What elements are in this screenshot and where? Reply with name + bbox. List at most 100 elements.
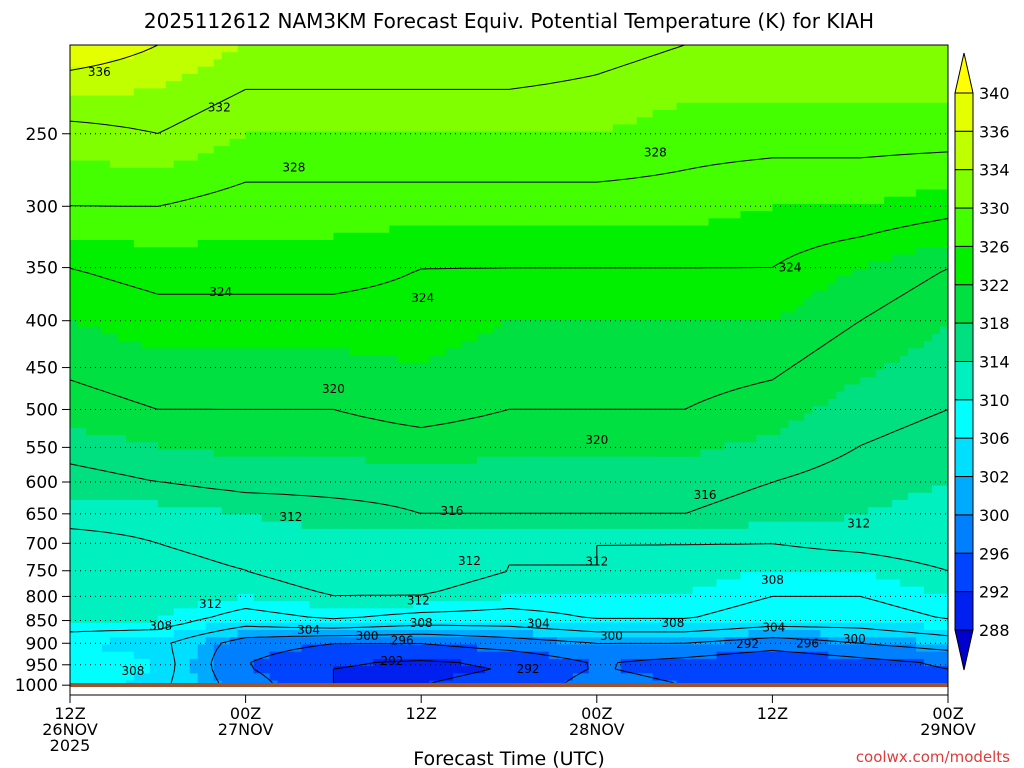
field-cell bbox=[101, 312, 111, 321]
field-cell bbox=[261, 131, 271, 140]
field-cell bbox=[237, 203, 247, 212]
field-cell bbox=[764, 261, 773, 270]
field-cell bbox=[373, 225, 382, 234]
field-cell bbox=[317, 218, 327, 227]
field-cell bbox=[604, 333, 614, 342]
field-cell bbox=[493, 268, 502, 277]
field-cell bbox=[636, 247, 646, 256]
field-cell bbox=[668, 232, 678, 241]
field-cell bbox=[213, 254, 223, 263]
field-cell bbox=[445, 297, 454, 306]
field-cell bbox=[740, 110, 750, 118]
field-cell bbox=[101, 146, 111, 154]
field-cell bbox=[772, 117, 781, 126]
field-cell bbox=[764, 59, 773, 68]
field-cell bbox=[748, 117, 758, 126]
field-cell bbox=[924, 203, 933, 212]
field-cell bbox=[181, 160, 191, 169]
field-cell bbox=[485, 196, 494, 205]
field-cell bbox=[572, 189, 582, 198]
field-cell bbox=[357, 102, 366, 111]
field-cell bbox=[509, 138, 518, 147]
field-cell bbox=[213, 189, 223, 198]
field-cell bbox=[588, 131, 598, 140]
field-cell bbox=[245, 45, 255, 53]
field-cell bbox=[229, 211, 239, 219]
field-cell bbox=[908, 355, 917, 364]
field-cell bbox=[261, 276, 271, 284]
field-cell bbox=[397, 312, 406, 321]
field-cell bbox=[397, 175, 406, 183]
field-cell bbox=[660, 189, 670, 198]
field-cell bbox=[932, 73, 941, 82]
field-cell bbox=[700, 182, 710, 191]
field-cell bbox=[381, 66, 390, 75]
field-cell bbox=[501, 102, 510, 111]
field-cell bbox=[229, 95, 239, 104]
field-cell bbox=[676, 211, 686, 219]
field-cell bbox=[684, 312, 694, 321]
field-cell bbox=[516, 341, 526, 349]
field-cell bbox=[540, 167, 550, 176]
field-cell bbox=[293, 348, 303, 357]
field-cell bbox=[197, 196, 207, 205]
field-cell bbox=[732, 283, 742, 292]
field-cell bbox=[357, 45, 366, 53]
field-cell bbox=[852, 232, 861, 241]
field-cell bbox=[812, 362, 821, 371]
field-cell bbox=[229, 124, 239, 133]
field-cell bbox=[149, 45, 159, 53]
field-cell bbox=[540, 153, 550, 162]
field-cell bbox=[253, 66, 263, 75]
field-cell bbox=[309, 66, 319, 75]
field-cell bbox=[612, 348, 622, 357]
field-cell bbox=[596, 283, 606, 292]
field-cell bbox=[165, 218, 175, 227]
field-cell bbox=[189, 117, 199, 126]
field-cell bbox=[197, 102, 207, 111]
field-cell bbox=[469, 254, 478, 263]
field-cell bbox=[189, 131, 199, 140]
field-cell bbox=[692, 189, 702, 198]
field-cell bbox=[908, 211, 917, 219]
field-cell bbox=[684, 196, 694, 205]
field-cell bbox=[125, 254, 135, 263]
field-cell bbox=[149, 117, 159, 126]
field-cell bbox=[133, 117, 143, 126]
field-cell bbox=[548, 131, 558, 140]
field-cell bbox=[676, 319, 686, 328]
field-cell bbox=[788, 66, 797, 75]
field-cell bbox=[309, 333, 319, 342]
field-cell bbox=[405, 88, 414, 97]
field-cell bbox=[493, 290, 502, 299]
field-cell bbox=[509, 254, 518, 263]
field-cell bbox=[453, 276, 462, 284]
field-cell bbox=[173, 268, 183, 277]
field-cell bbox=[700, 297, 710, 306]
field-cell bbox=[70, 153, 79, 162]
field-cell bbox=[684, 153, 694, 162]
field-cell bbox=[477, 218, 486, 227]
field-cell bbox=[628, 203, 638, 212]
field-cell bbox=[461, 52, 470, 61]
field-cell bbox=[477, 297, 486, 306]
field-cell bbox=[93, 167, 103, 176]
field-cell bbox=[884, 73, 893, 82]
field-cell bbox=[157, 81, 167, 89]
field-cell bbox=[732, 276, 742, 284]
field-cell bbox=[756, 225, 766, 234]
field-cell bbox=[588, 240, 598, 248]
field-cell bbox=[149, 124, 159, 133]
field-cell bbox=[381, 276, 390, 284]
field-cell bbox=[852, 167, 861, 176]
field-cell bbox=[756, 73, 766, 82]
field-cell bbox=[205, 138, 215, 147]
field-cell bbox=[405, 153, 414, 162]
field-cell bbox=[333, 196, 342, 205]
field-cell bbox=[716, 189, 726, 198]
field-cell bbox=[764, 305, 773, 313]
field-cell bbox=[461, 348, 470, 357]
field-cell bbox=[676, 240, 686, 248]
field-cell bbox=[820, 261, 829, 270]
field-cell bbox=[908, 124, 917, 133]
